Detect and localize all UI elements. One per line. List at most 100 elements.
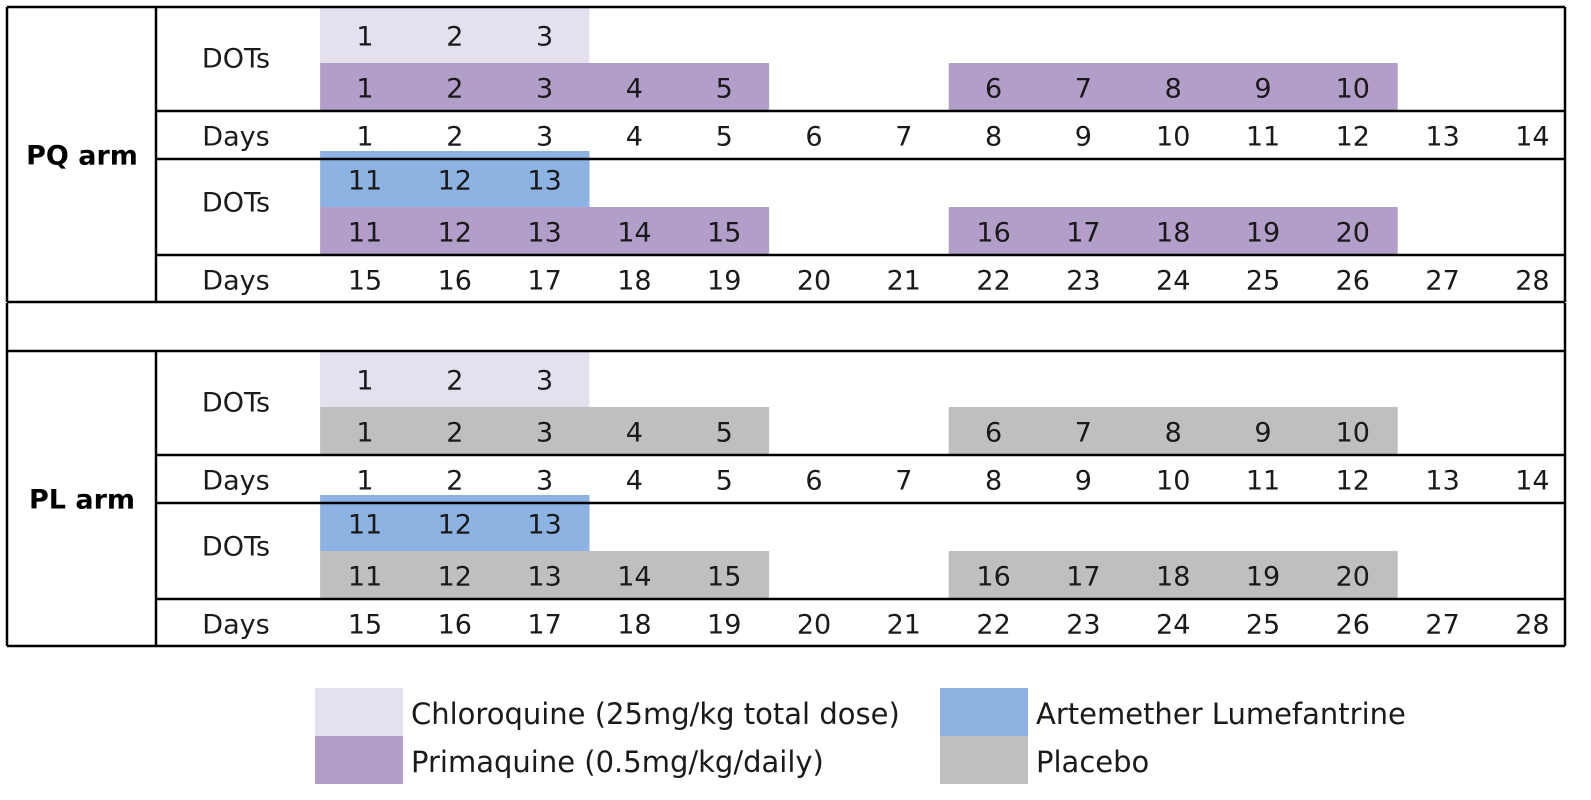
day-number: 7 <box>895 466 912 497</box>
dose-number: 2 <box>446 418 463 449</box>
dose-number: 8 <box>1165 74 1182 105</box>
dose-number: 9 <box>1254 418 1271 449</box>
day-number: 18 <box>617 610 651 641</box>
dose-number: 13 <box>527 562 561 593</box>
day-number: 11 <box>1246 466 1280 497</box>
legend-label-artemether_lumefantrine: Artemether Lumefantrine <box>1036 697 1406 731</box>
day-number: 16 <box>438 266 472 297</box>
dose-number: 6 <box>985 418 1002 449</box>
dose-number: 4 <box>626 418 643 449</box>
arm-label: PL arm <box>29 485 135 516</box>
days-label: Days <box>202 122 269 153</box>
dose-number: 13 <box>527 166 561 197</box>
dose-fill-layer <box>320 7 1398 599</box>
day-number: 24 <box>1156 266 1190 297</box>
placebo-fill <box>320 551 770 599</box>
day-number: 9 <box>1075 466 1092 497</box>
days-label: Days <box>202 610 269 641</box>
day-number: 14 <box>1515 466 1549 497</box>
day-number: 23 <box>1066 610 1100 641</box>
day-number: 22 <box>976 610 1010 641</box>
day-number: 4 <box>626 122 643 153</box>
day-number: 10 <box>1156 122 1190 153</box>
chloroquine-fill <box>320 351 590 407</box>
day-number: 2 <box>446 122 463 153</box>
day-number: 21 <box>887 266 921 297</box>
day-number: 11 <box>1246 122 1280 153</box>
dose-number: 18 <box>1156 562 1190 593</box>
day-number: 26 <box>1336 266 1370 297</box>
dose-number: 11 <box>348 166 382 197</box>
chloroquine-fill <box>320 7 590 63</box>
primaquine-fill <box>320 63 770 111</box>
dose-number: 19 <box>1246 562 1280 593</box>
dose-number: 11 <box>348 510 382 541</box>
day-number: 25 <box>1246 266 1280 297</box>
dose-number: 10 <box>1336 418 1370 449</box>
day-number: 8 <box>985 466 1002 497</box>
dose-number: 12 <box>438 218 472 249</box>
dose-number: 12 <box>438 510 472 541</box>
dose-number: 8 <box>1165 418 1182 449</box>
artemether_lumefantrine-fill <box>320 151 590 207</box>
day-number: 19 <box>707 610 741 641</box>
day-number: 22 <box>976 266 1010 297</box>
dose-number: 7 <box>1075 74 1092 105</box>
day-number: 28 <box>1515 266 1549 297</box>
placebo-fill <box>948 407 1398 455</box>
day-number: 13 <box>1425 466 1459 497</box>
day-number: 14 <box>1515 122 1549 153</box>
day-number: 12 <box>1336 122 1370 153</box>
day-number: 28 <box>1515 610 1549 641</box>
legend-label-placebo: Placebo <box>1036 745 1149 779</box>
day-number: 9 <box>1075 122 1092 153</box>
dose-number: 14 <box>617 218 651 249</box>
dots-label: DOTs <box>202 44 270 75</box>
dose-number: 10 <box>1336 74 1370 105</box>
dose-number: 12 <box>438 166 472 197</box>
day-number: 24 <box>1156 610 1190 641</box>
dose-number: 2 <box>446 366 463 397</box>
legend-swatch-chloroquine <box>315 688 403 736</box>
legend: Chloroquine (25mg/kg total dose) Primaqui… <box>315 688 1406 784</box>
dose-number: 17 <box>1066 218 1100 249</box>
dose-number: 15 <box>707 562 741 593</box>
dose-number: 1 <box>356 366 373 397</box>
dose-number: 3 <box>536 418 553 449</box>
dose-number: 16 <box>976 562 1010 593</box>
day-number: 18 <box>617 266 651 297</box>
legend-swatch-artemether_lumefantrine <box>940 688 1028 736</box>
dose-number: 3 <box>536 74 553 105</box>
legend-label-chloroquine: Chloroquine (25mg/kg total dose) <box>411 697 900 731</box>
dose-number: 7 <box>1075 418 1092 449</box>
day-number: 6 <box>805 122 822 153</box>
day-number: 16 <box>438 610 472 641</box>
day-number: 1 <box>356 122 373 153</box>
day-number: 26 <box>1336 610 1370 641</box>
dose-number: 20 <box>1336 562 1370 593</box>
day-number: 13 <box>1425 122 1459 153</box>
day-number: 5 <box>716 466 733 497</box>
artemether_lumefantrine-fill <box>320 495 590 551</box>
dose-number: 20 <box>1336 218 1370 249</box>
legend-label-primaquine: Primaquine (0.5mg/kg/daily) <box>411 745 824 779</box>
day-number: 27 <box>1425 610 1459 641</box>
day-number: 5 <box>716 122 733 153</box>
primaquine-fill <box>320 207 770 255</box>
dose-number: 3 <box>536 22 553 53</box>
dose-number: 3 <box>536 366 553 397</box>
legend-swatch-placebo <box>940 736 1028 784</box>
days-label: Days <box>202 466 269 497</box>
day-number: 17 <box>527 266 561 297</box>
day-number: 15 <box>348 266 382 297</box>
dose-number: 2 <box>446 74 463 105</box>
day-number: 25 <box>1246 610 1280 641</box>
dose-number: 15 <box>707 218 741 249</box>
day-number: 10 <box>1156 466 1190 497</box>
day-number: 15 <box>348 610 382 641</box>
day-number: 17 <box>527 610 561 641</box>
dose-number: 1 <box>356 22 373 53</box>
dose-number: 19 <box>1246 218 1280 249</box>
dots-label: DOTs <box>202 188 270 219</box>
